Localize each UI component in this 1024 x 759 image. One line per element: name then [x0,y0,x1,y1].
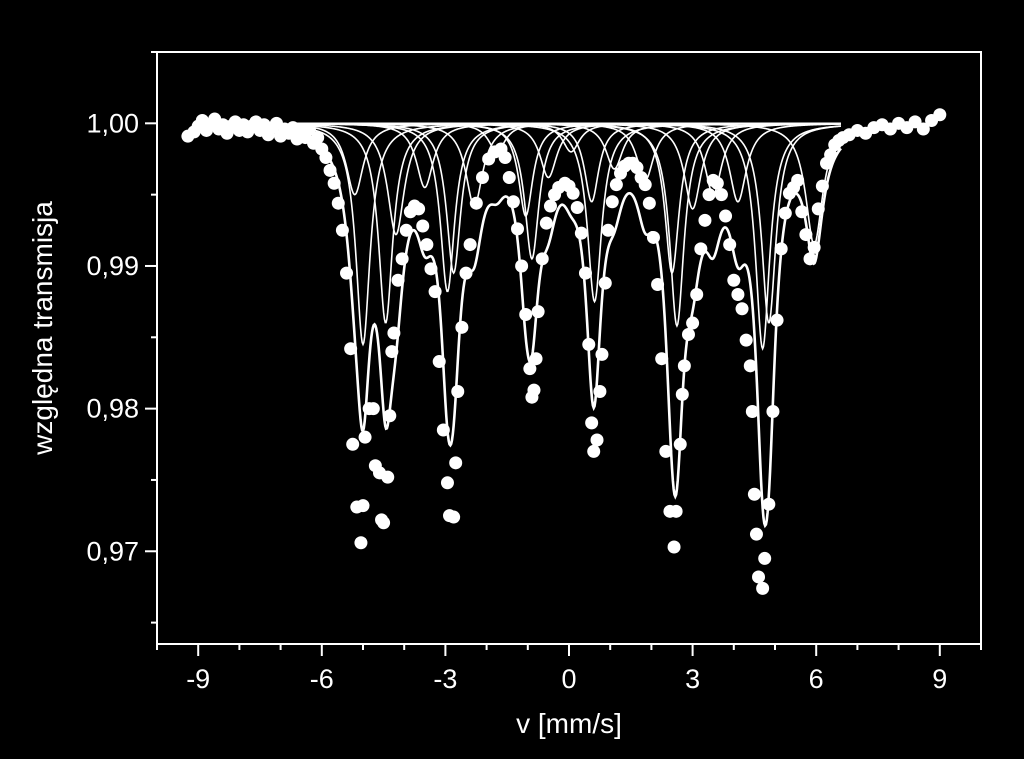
data-point [655,352,669,366]
x-tick-label: -6 [310,664,334,694]
data-point [916,122,930,136]
data-point [702,188,716,202]
data-point [735,302,749,316]
data-point [758,551,772,565]
data-point [420,238,434,252]
data-point [451,385,465,399]
data-point [727,273,741,287]
data-point [416,219,430,233]
x-tick-label: 3 [685,664,700,694]
data-point [743,359,757,373]
fit-components [296,122,842,351]
x-axis-label: v [mm/s] [516,708,622,739]
y-axis-label: względna transmisja [27,201,58,456]
data-point [412,202,426,216]
data-point [731,288,745,302]
data-point [356,499,370,513]
x-tick-label: 0 [561,664,576,694]
data-point [566,186,580,200]
data-point [531,305,545,319]
data-point [523,362,537,376]
data-point [638,178,652,192]
data-point [570,200,584,214]
data-point [756,581,770,595]
data-point [642,196,656,210]
data-point [543,199,557,213]
data-point [749,527,763,541]
data-point [377,516,391,530]
data-point [694,242,708,256]
x-tick-labels: -9 -6 -3 0 3 6 9 [186,664,947,694]
data-point [587,444,601,458]
data-point [346,437,360,451]
data-point [630,161,644,175]
data-point [605,195,619,209]
data-point [539,216,553,230]
data-point [585,416,599,430]
data-point [358,430,372,444]
y-tick-label: 0,97 [86,536,139,566]
data-point [366,402,380,416]
data-point [578,266,592,280]
data-point [601,223,615,237]
x-tick-label: 6 [809,664,824,694]
data-point [714,188,728,202]
data-point [449,456,463,470]
data-point [440,476,454,490]
fit-component-line [297,122,842,246]
data-point [791,173,805,187]
data-point [515,259,529,273]
data-point [455,320,469,334]
data-point [933,108,947,122]
data-point [669,504,683,518]
data-point [447,510,461,524]
data-point [498,151,512,165]
data-point [698,213,712,227]
data-point [354,536,368,550]
data-point [739,333,753,347]
data-point [527,383,541,397]
y-tick-label: 0,98 [86,394,139,424]
data-point [463,238,477,252]
data-point [745,404,759,418]
y-tick-labels: 1,00 0,99 0,98 0,97 [86,108,139,566]
total-fit-curve [296,134,842,529]
data-point [667,540,681,554]
axis-ticks [145,51,982,656]
data-point [609,178,623,192]
data-point [344,342,358,356]
data-point [302,122,316,136]
data-point [469,196,483,210]
data-point [719,209,733,223]
data-point [590,433,604,447]
data-point [475,171,489,185]
data-point [519,307,533,321]
data-point [752,570,766,584]
data-point [311,131,325,145]
data-point [710,176,724,190]
y-tick-label: 1,00 [86,108,139,138]
data-point [511,222,524,236]
data-point [747,487,761,501]
data-point [381,470,395,484]
x-tick-label: 9 [932,664,947,694]
x-tick-label: -9 [186,664,210,694]
data-point [502,171,516,185]
data-point [598,276,612,290]
x-tick-label: -3 [433,664,457,694]
data-point [690,288,704,302]
data-point [659,444,673,458]
y-tick-label: 0,99 [86,251,139,281]
